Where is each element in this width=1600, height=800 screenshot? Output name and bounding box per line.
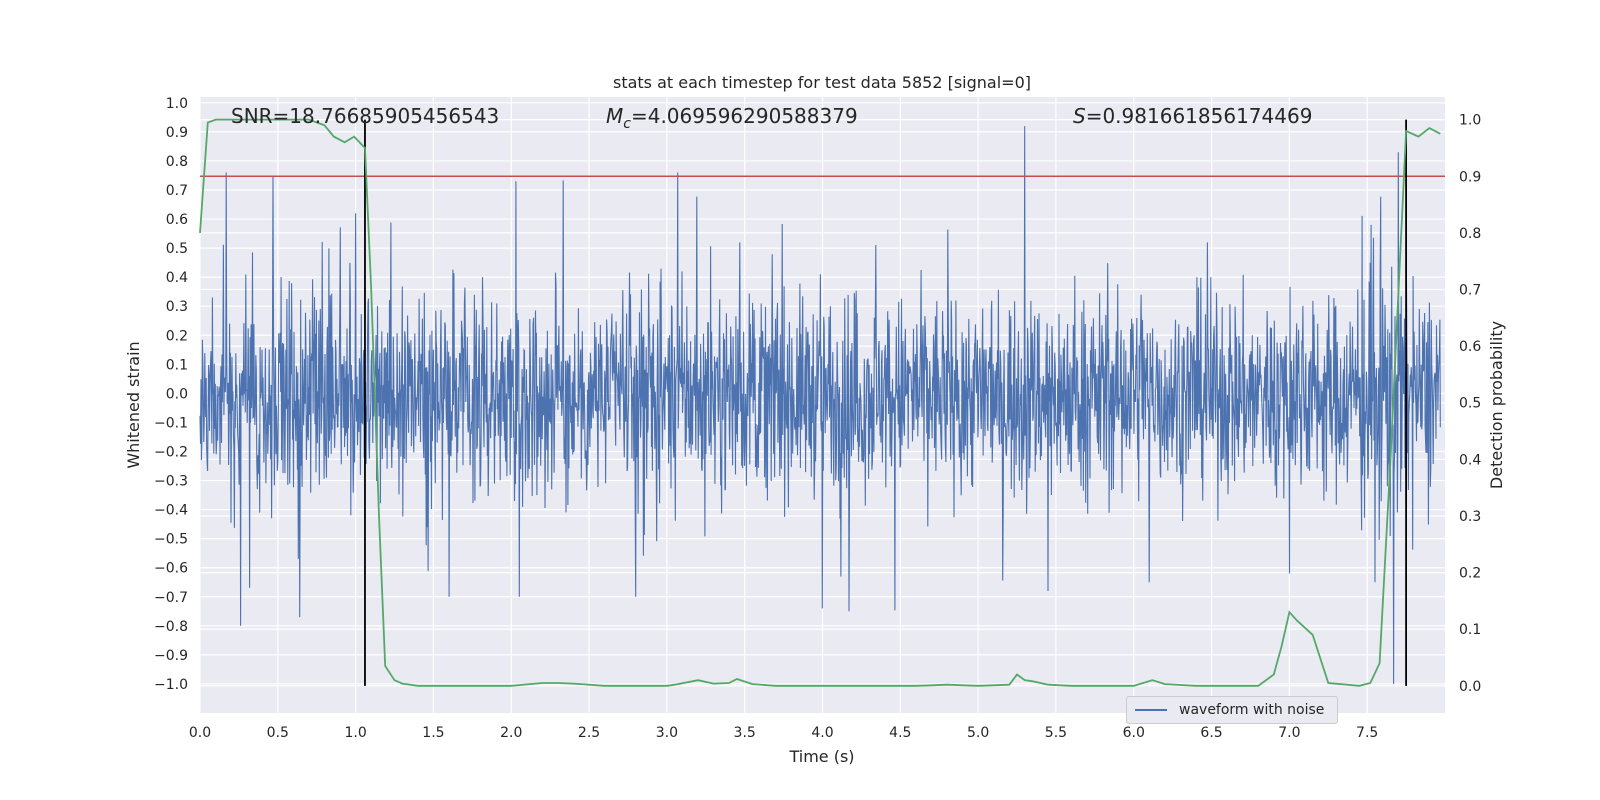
x-tick-label: 3.5 — [734, 725, 756, 741]
y-left-tick-label: 1.0 — [166, 96, 188, 112]
x-tick-label: 0.5 — [267, 725, 289, 741]
y-right-tick-label: 0.1 — [1459, 622, 1481, 638]
y-left-tick-label: 0.5 — [166, 241, 188, 257]
x-tick-label: 6.0 — [1123, 725, 1145, 741]
y-left-tick-label: −0.9 — [154, 648, 188, 664]
x-tick-label: 2.5 — [578, 725, 600, 741]
x-tick-label: 5.0 — [967, 725, 989, 741]
y-left-tick-label: 0.1 — [166, 357, 188, 373]
y-right-tick-label: 0.5 — [1459, 396, 1481, 412]
x-axis-label: Time (s) — [788, 747, 854, 766]
chart-title: stats at each timestep for test data 585… — [613, 73, 1031, 92]
y-left-tick-label: −0.5 — [154, 532, 188, 548]
x-tick-label: 6.5 — [1200, 725, 1222, 741]
detection-probability-line — [199, 118, 1441, 687]
vertical-markers — [364, 119, 1407, 686]
x-tick-label: 1.5 — [422, 725, 444, 741]
y-right-tick-label: 0.7 — [1459, 283, 1481, 299]
y-right-tick-labels: 1.0 0.9 0.8 0.7 0.6 0.5 0.4 0.3 0.2 0.1 0.0 — [1459, 113, 1481, 695]
x-tick-label: 1.0 — [344, 725, 366, 741]
score-annotation: S=0.981661856174469 — [1073, 104, 1312, 128]
y-left-tick-label: −0.3 — [154, 474, 188, 490]
x-tick-label: 3.0 — [656, 725, 678, 741]
y-left-tick-label: 0.7 — [166, 183, 188, 199]
y-left-tick-labels: 1.0 0.9 0.8 0.7 0.6 0.5 0.4 0.3 0.2 0.1 0.0 −0.1 −0.… — [154, 96, 188, 693]
waveform-path — [199, 126, 1441, 684]
x-tick-label: 7.5 — [1356, 725, 1378, 741]
y-left-tick-label: 0.9 — [166, 125, 188, 141]
y-right-tick-label: 0.2 — [1459, 566, 1481, 582]
y-left-tick-label: 0.8 — [166, 154, 188, 170]
y-left-tick-label: 0.6 — [166, 212, 188, 228]
x-tick-label: 4.0 — [811, 725, 833, 741]
y-left-tick-label: 0.3 — [166, 299, 188, 315]
y-right-tick-label: 1.0 — [1459, 113, 1481, 129]
y-left-tick-label: 0.2 — [166, 328, 188, 344]
x-tick-label: 5.5 — [1045, 725, 1067, 741]
y-right-tick-label: 0.6 — [1459, 339, 1481, 355]
y-left-tick-label: −0.1 — [154, 415, 188, 431]
y-left-tick-label: −1.0 — [154, 677, 188, 693]
y-right-tick-label: 0.8 — [1459, 226, 1481, 242]
y-left-tick-label: −0.7 — [154, 590, 188, 606]
y-right-tick-label: 0.0 — [1459, 679, 1481, 695]
legend-label: waveform with noise — [1179, 702, 1325, 718]
x-tick-labels: 0.0 0.5 1.0 1.5 2.0 2.5 3.0 3.5 4.0 4.5 5.0 5.5 6.0 6… — [189, 725, 1378, 741]
y-left-tick-label: −0.8 — [154, 619, 188, 635]
x-tick-label: 4.5 — [889, 725, 911, 741]
legend: waveform with noise — [1126, 696, 1338, 724]
y-left-tick-label: −0.4 — [154, 503, 188, 519]
x-tick-label: 0.0 — [189, 725, 211, 741]
x-tick-label: 7.0 — [1278, 725, 1300, 741]
y-left-tick-label: −0.6 — [154, 561, 188, 577]
snr-annotation: SNR=18.76685905456543 — [231, 104, 499, 128]
y-left-tick-label: −0.2 — [154, 444, 188, 460]
chirp-mass-annotation: Mc=4.069596290588379 — [606, 104, 858, 132]
y-axis-label-left: Whitened strain — [124, 341, 143, 468]
waveform-series — [199, 126, 1441, 684]
y-right-tick-label: 0.4 — [1459, 452, 1481, 468]
x-tick-label: 2.0 — [500, 725, 522, 741]
y-right-tick-label: 0.3 — [1459, 509, 1481, 525]
y-left-tick-label: 0.4 — [166, 270, 188, 286]
y-left-tick-label: 0.0 — [166, 386, 188, 402]
y-right-tick-label: 0.9 — [1459, 169, 1481, 185]
y-axis-label-right: Detection probability — [1487, 321, 1506, 489]
legend-line-swatch — [1135, 709, 1167, 711]
